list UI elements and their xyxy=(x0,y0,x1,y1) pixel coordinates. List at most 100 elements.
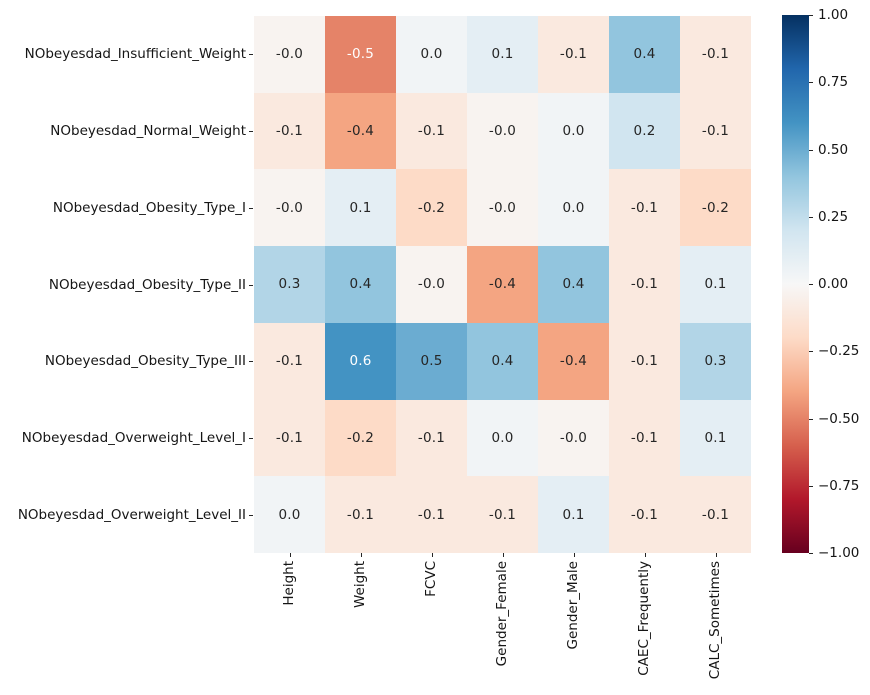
heatmap-cell: -0.1 xyxy=(609,246,680,323)
x-tick-label: FCVC xyxy=(423,561,439,597)
heatmap-cell: -0.1 xyxy=(680,92,751,170)
heatmap-cell: -0.5 xyxy=(325,16,396,93)
heatmap-cell-value: -0.1 xyxy=(275,429,304,446)
y-tick-label: NObeyesdad_Overweight_Level_II xyxy=(17,506,246,523)
heatmap-cell: -0.0 xyxy=(254,16,325,93)
heatmap-cell: -0.1 xyxy=(680,476,751,553)
heatmap-cell-value: -0.1 xyxy=(630,353,659,370)
y-tick-label: NObeyesdad_Obesity_Type_II xyxy=(48,276,246,293)
heatmap-cell-value: -0.1 xyxy=(275,123,304,140)
heatmap-cell-value: 0.1 xyxy=(704,429,727,446)
heatmap-cell-value: -0.0 xyxy=(275,199,304,216)
heatmap-cell: 0.4 xyxy=(538,246,609,323)
heatmap-cell-value: -0.1 xyxy=(630,199,659,216)
colorbar-tick-mark xyxy=(809,485,813,487)
y-tick-label: NObeyesdad_Obesity_Type_I xyxy=(52,199,246,216)
heatmap-cell-value: 0.0 xyxy=(491,429,514,446)
colorbar-tick-mark xyxy=(809,149,813,151)
heatmap-cell-value: 0.6 xyxy=(349,353,372,370)
heatmap-cell-value: -0.1 xyxy=(488,506,517,523)
heatmap-cell-value: -0.0 xyxy=(488,199,517,216)
heatmap-cell: 0.3 xyxy=(254,246,325,323)
heatmap-cell: -0.0 xyxy=(467,169,538,247)
heatmap-cell: 0.5 xyxy=(396,322,467,400)
heatmap-cell: 0.6 xyxy=(325,322,396,400)
colorbar-tick-mark xyxy=(809,15,813,16)
x-tick-label: Gender_Male xyxy=(565,561,581,650)
colorbar-tick-label: 0.50 xyxy=(818,141,849,158)
x-tick-mark xyxy=(502,553,504,557)
heatmap-cell: 0.0 xyxy=(254,476,325,553)
heatmap-cell: 0.0 xyxy=(538,169,609,247)
heatmap-cell-value: -0.0 xyxy=(559,429,588,446)
heatmap-cell: -0.2 xyxy=(680,169,751,247)
heatmap-cell-value: -0.5 xyxy=(346,46,375,63)
heatmap-cell: 0.1 xyxy=(467,16,538,93)
heatmap-cell-value: -0.4 xyxy=(559,353,588,370)
heatmap-cell-value: 0.4 xyxy=(349,276,372,293)
colorbar-tick-mark xyxy=(809,351,813,353)
x-tick-mark xyxy=(289,553,291,557)
heatmap-cell: -0.0 xyxy=(538,399,609,477)
heatmap-cell: 0.0 xyxy=(467,399,538,477)
colorbar-tick-label: −0.75 xyxy=(818,477,860,494)
heatmap-cell: 0.1 xyxy=(538,476,609,553)
heatmap-cell-value: -0.1 xyxy=(559,46,588,63)
heatmap-cell: -0.1 xyxy=(254,92,325,170)
y-tick-label: NObeyesdad_Overweight_Level_I xyxy=(21,429,246,446)
colorbar-tick-label: 1.00 xyxy=(818,7,849,23)
heatmap-cell: -0.1 xyxy=(467,476,538,553)
heatmap-cell-value: -0.1 xyxy=(630,506,659,523)
heatmap-cell-value: 0.4 xyxy=(491,353,514,370)
heatmap-cell-value: -0.1 xyxy=(346,506,375,523)
x-tick-mark xyxy=(644,553,646,557)
x-tick-label: CAEC_Frequently xyxy=(636,561,652,676)
heatmap-cell-value: 0.4 xyxy=(633,46,656,63)
x-tick-mark xyxy=(360,553,362,557)
heatmap-cell-value: 0.3 xyxy=(278,276,301,293)
heatmap-cell: -0.1 xyxy=(609,169,680,247)
y-tick-label: NObeyesdad_Normal_Weight xyxy=(50,123,246,140)
heatmap-cell: -0.1 xyxy=(538,16,609,93)
heatmap-cell: -0.2 xyxy=(396,169,467,247)
x-tick-mark xyxy=(573,553,575,557)
heatmap-cell-value: 0.0 xyxy=(420,46,443,63)
colorbar-tick-mark xyxy=(809,216,813,218)
x-tick-mark xyxy=(715,553,717,557)
y-tick-label: NObeyesdad_Insufficient_Weight xyxy=(24,46,246,63)
colorbar-tick-label: −0.50 xyxy=(818,410,860,427)
heatmap-cell-value: 0.0 xyxy=(562,199,585,216)
colorbar-tick-label: 0.25 xyxy=(818,208,849,225)
heatmap-cell-value: 0.2 xyxy=(633,123,656,140)
heatmap-cell-value: 0.3 xyxy=(704,353,727,370)
colorbar-tick-mark xyxy=(809,418,813,420)
heatmap-cell-value: -0.1 xyxy=(417,506,446,523)
heatmap-cell: -0.1 xyxy=(325,476,396,553)
colorbar-tick-label: 0.75 xyxy=(818,74,849,91)
y-tick-mark xyxy=(249,131,253,133)
heatmap-cell: -0.1 xyxy=(609,399,680,477)
heatmap-cell: 0.4 xyxy=(325,246,396,323)
colorbar-tick-label: 0.00 xyxy=(818,276,849,292)
colorbar-tick-mark xyxy=(809,553,813,554)
heatmap-cell-value: 0.1 xyxy=(704,276,727,293)
x-tick-label: Height xyxy=(281,561,297,606)
heatmap-cell-value: -0.4 xyxy=(488,276,517,293)
heatmap-cell-value: -0.2 xyxy=(701,199,730,216)
heatmap-cell: 0.1 xyxy=(680,246,751,323)
heatmap-cell: -0.1 xyxy=(609,476,680,553)
heatmap-cell: -0.1 xyxy=(254,322,325,400)
y-tick-mark xyxy=(249,361,253,363)
x-tick-label: Weight xyxy=(352,561,368,609)
colorbar-tick-label: −1.00 xyxy=(818,545,860,561)
y-tick-mark xyxy=(249,437,253,439)
heatmap-cell: 0.4 xyxy=(609,16,680,93)
y-tick-mark xyxy=(249,207,253,209)
heatmap-cell-value: 0.1 xyxy=(562,506,585,523)
heatmap-cell-value: 0.1 xyxy=(491,46,514,63)
heatmap-cell: 0.0 xyxy=(538,92,609,170)
heatmap-cell-value: -0.1 xyxy=(630,276,659,293)
heatmap-cell-value: -0.4 xyxy=(346,123,375,140)
heatmap-cell: -0.4 xyxy=(325,92,396,170)
